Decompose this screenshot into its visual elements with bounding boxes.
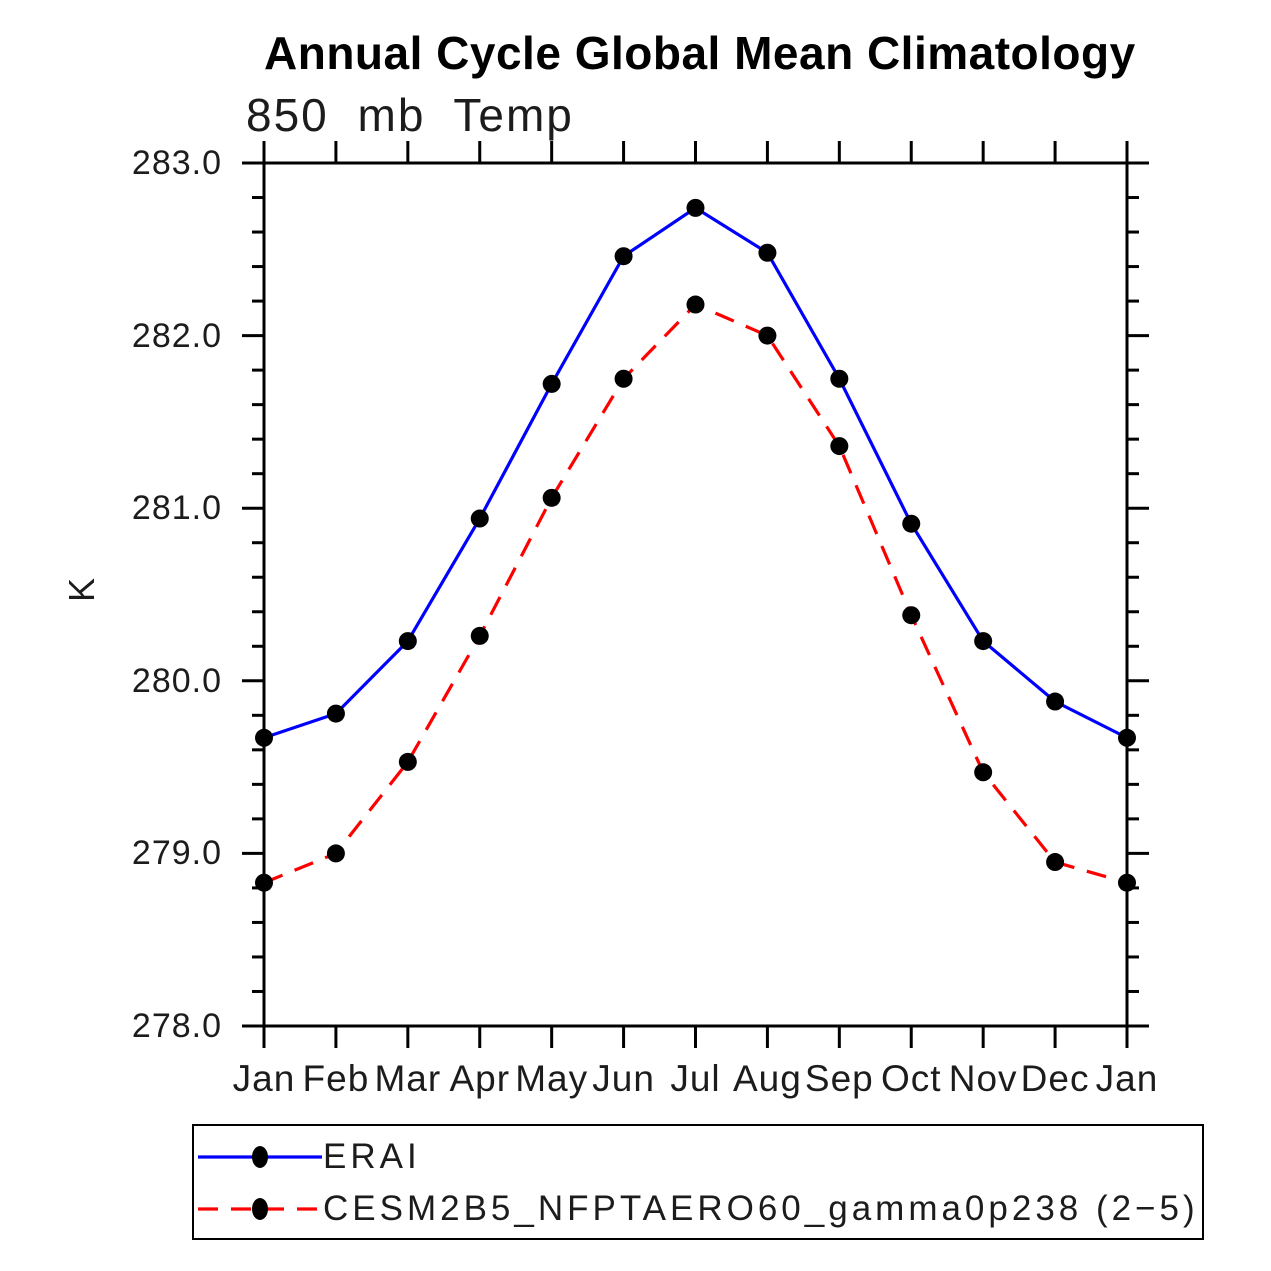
legend-label-erai: ERAI — [323, 1137, 421, 1176]
legend-marker-dot — [252, 1146, 268, 1168]
legend-entry-erai: ERAI — [198, 1131, 421, 1183]
series-1-marker — [686, 295, 705, 314]
series-line-0 — [263, 205, 1128, 740]
series-1-marker — [974, 763, 993, 782]
y-tick-label: 281.0 — [131, 489, 222, 528]
y-tick-label: 279.0 — [131, 834, 222, 873]
series-0-marker — [1046, 692, 1065, 711]
series-1-marker — [255, 873, 273, 892]
series-1-marker — [1118, 873, 1136, 892]
x-tick-label: Apr — [449, 1058, 511, 1099]
series-0-marker — [326, 704, 345, 723]
series-0-marker — [1118, 728, 1136, 747]
y-tick-label: 280.0 — [131, 661, 222, 700]
legend-label-cesm2b5: CESM2B5_NFPTAERO60_gamma0p238 (2−5) — [323, 1189, 1199, 1228]
series-1-marker — [758, 326, 777, 345]
x-tick-label: Oct — [880, 1058, 942, 1099]
series-0-marker — [686, 198, 705, 217]
series-1-marker — [398, 752, 417, 771]
x-tick-label: Nov — [948, 1058, 1018, 1099]
x-tick-label: Jan — [1095, 1058, 1159, 1099]
series-1-marker — [830, 437, 849, 456]
x-tick-label: Sep — [804, 1058, 874, 1099]
chart-subtitle: 850 mb Temp — [246, 89, 574, 141]
legend-entry-cesm2b5: CESM2B5_NFPTAERO60_gamma0p238 (2−5) — [198, 1183, 1199, 1235]
y-tick-label: 282.0 — [131, 316, 222, 355]
series-0-marker — [255, 728, 273, 747]
series-line-1 — [263, 302, 1128, 885]
series-0-marker — [974, 632, 993, 651]
series-1-marker — [470, 626, 489, 645]
series-0-marker — [830, 369, 849, 388]
x-tick-label: Dec — [1020, 1058, 1090, 1099]
series-0-marker — [542, 374, 561, 393]
series-1-marker — [542, 488, 561, 507]
x-tick-label: Jan — [232, 1058, 296, 1099]
y-tick-label: 278.0 — [131, 1007, 222, 1045]
x-tick-label: May — [515, 1058, 589, 1099]
x-tick-label: Jul — [670, 1058, 721, 1099]
y-tick-label: 283.0 — [131, 144, 222, 182]
series-0-marker — [758, 243, 777, 262]
legend: ERAI CESM2B5_NFPTAERO60_gamma0p238 (2−5) — [192, 1124, 1204, 1240]
series-1-marker — [1046, 853, 1065, 872]
plot-frame — [262, 161, 1129, 1028]
x-tick-label: Feb — [302, 1058, 370, 1099]
series-0-marker — [902, 514, 921, 533]
series-1-marker — [902, 606, 921, 625]
x-tick-label: Aug — [732, 1058, 802, 1099]
series-0-marker — [398, 632, 417, 651]
legend-line-sample-cesm2b5 — [198, 1198, 322, 1220]
series-0-marker — [614, 247, 633, 266]
legend-line-sample-erai — [198, 1146, 322, 1168]
series-0-marker — [470, 509, 489, 528]
series-1-marker — [614, 369, 633, 388]
series-1-marker — [326, 844, 345, 863]
chart-title: Annual Cycle Global Mean Climatology — [264, 27, 1136, 79]
x-tick-label: Jun — [592, 1058, 655, 1099]
x-tick-label: Mar — [374, 1058, 442, 1099]
legend-marker-dot — [252, 1198, 268, 1220]
